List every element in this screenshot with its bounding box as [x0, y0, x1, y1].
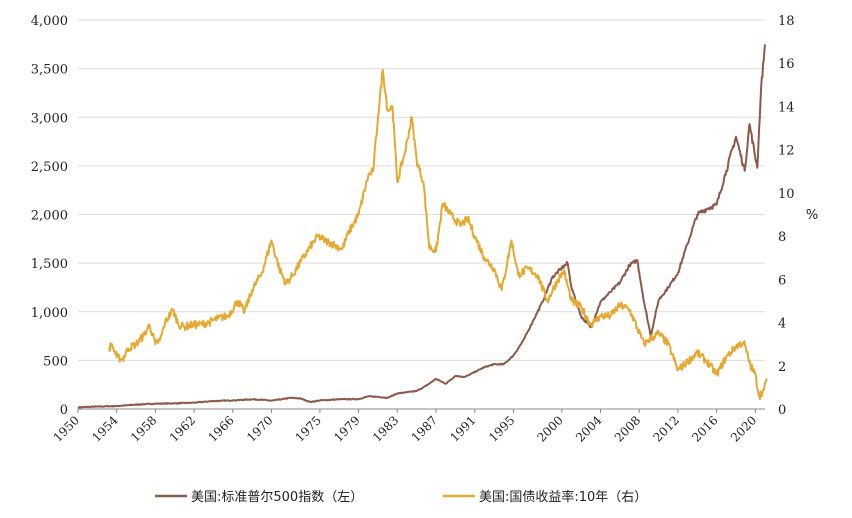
x-tick-label: 1962 — [167, 413, 198, 444]
gridlines — [78, 19, 765, 361]
x-tick-label: 2016 — [689, 413, 720, 444]
left-axis-ticks: 0 500 1,000 1,500 2,000 2,500 3,000 3,500 4,000 — [31, 14, 68, 418]
right-axis-ticks: 0 2 4 6 8 10 12 14 16 18 — [778, 14, 795, 418]
x-tick-label: 2000 — [534, 413, 565, 444]
x-tick-label: 2008 — [612, 413, 643, 444]
right-tick-label: 4 — [778, 317, 786, 332]
x-tick-label: 1995 — [486, 413, 517, 444]
x-tick-label: 1991 — [447, 413, 478, 444]
x-tick-label: 1954 — [89, 413, 121, 445]
right-tick-label: 8 — [778, 230, 786, 245]
x-axis-ticks: 1950 1954 1958 1962 1966 1970 1975 1979 1983 1987… — [51, 409, 759, 445]
right-tick-label: 14 — [778, 100, 795, 115]
right-axis-unit: % — [806, 208, 818, 223]
right-tick-label: 12 — [778, 144, 795, 159]
x-tick-label: 1966 — [205, 413, 236, 444]
x-tick-label: 1979 — [331, 413, 362, 444]
x-tick-label: 1987 — [409, 413, 440, 444]
right-tick-label: 10 — [778, 187, 795, 202]
x-tick-label: 1950 — [51, 413, 82, 444]
left-tick-label: 3,500 — [31, 63, 68, 78]
x-tick-label: 2012 — [651, 413, 682, 444]
left-tick-label: 1,500 — [31, 257, 68, 272]
right-tick-label: 18 — [778, 14, 795, 29]
x-tick-label: 1975 — [293, 413, 324, 444]
x-tick-label: 1983 — [370, 413, 401, 444]
left-tick-label: 1,000 — [31, 306, 68, 321]
series-group — [77, 44, 768, 409]
right-tick-label: 2 — [778, 360, 786, 375]
legend: 美国:标准普尔500指数（左） 美国:国债收益率:10年（右） — [155, 489, 647, 505]
legend-label-treasury-10y: 美国:国债收益率:10年（右） — [479, 489, 647, 505]
left-tick-label: 3,000 — [31, 111, 68, 126]
left-tick-label: 0 — [60, 403, 68, 418]
left-tick-label: 500 — [43, 354, 68, 369]
left-tick-label: 4,000 — [31, 14, 68, 29]
x-tick-label: 2020 — [728, 413, 759, 444]
x-tick-label: 2004 — [573, 413, 605, 445]
x-tick-label: 1958 — [128, 413, 159, 444]
right-tick-label: 16 — [778, 57, 795, 72]
left-tick-label: 2,000 — [31, 209, 68, 224]
x-tick-label: 1970 — [244, 413, 275, 444]
series-line-treasury-10y — [108, 68, 768, 400]
right-tick-label: 6 — [778, 273, 786, 288]
right-tick-label: 0 — [778, 403, 786, 418]
left-tick-label: 2,500 — [31, 160, 68, 175]
legend-label-sp500: 美国:标准普尔500指数（左） — [191, 490, 363, 505]
series-line-sp500 — [77, 44, 766, 409]
